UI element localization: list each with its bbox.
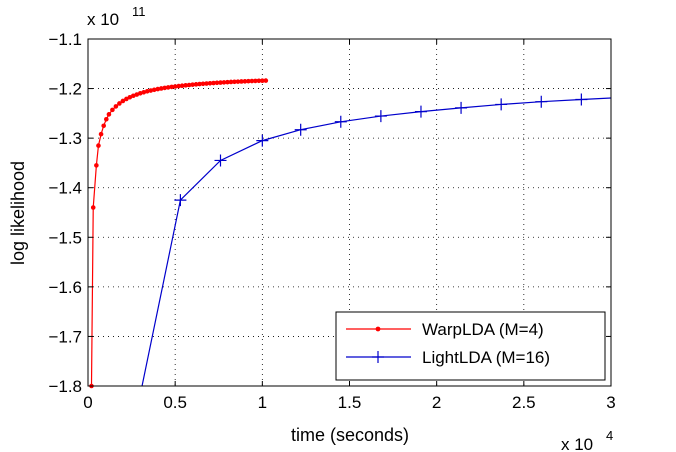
- data-point-lightlda-m-16: [294, 123, 307, 136]
- legend-entry-lightlda: LightLDA (M=16): [346, 348, 550, 367]
- data-point-warplda-m-4: [214, 80, 220, 86]
- axis-ticks: 0 0.5 1 1.5 2 2.5 3 −1.8 −1.7 −1.6 −1.5 −1.4 −1.3 −1.…: [48, 30, 615, 412]
- x-axis-label: time (seconds): [291, 425, 409, 445]
- data-point-warplda-m-4: [98, 131, 104, 137]
- y-tick-label: −1.5: [48, 228, 82, 247]
- data-point-warplda-m-4: [232, 79, 237, 85]
- data-point-warplda-m-4: [235, 79, 241, 84]
- svg-text:4: 4: [606, 428, 613, 443]
- data-point-warplda-m-4: [138, 90, 143, 96]
- data-point-warplda-m-4: [190, 82, 195, 87]
- y-tick-label: −1.4: [48, 179, 82, 198]
- data-point-warplda-m-4: [253, 78, 258, 84]
- data-point-warplda-m-4: [104, 117, 109, 122]
- data-point-warplda-m-4: [165, 85, 171, 90]
- data-point-warplda-m-4: [120, 98, 126, 104]
- svg-text:x 10: x 10: [561, 435, 593, 452]
- data-point-lightlda-m-16: [256, 134, 269, 147]
- data-point-warplda-m-4: [221, 80, 227, 85]
- data-point-lightlda-m-16: [455, 101, 468, 114]
- data-point-warplda-m-4: [172, 84, 178, 89]
- data-point-warplda-m-4: [141, 89, 147, 95]
- data-point-warplda-m-4: [197, 81, 202, 87]
- x-tick-label: 0.5: [163, 393, 187, 412]
- y-tick-label: −1.7: [48, 327, 82, 346]
- data-point-warplda-m-4: [144, 88, 150, 94]
- data-point-warplda-m-4: [148, 88, 154, 93]
- data-point-warplda-m-4: [218, 80, 223, 85]
- data-point-lightlda-m-16: [535, 95, 548, 108]
- y-tick-label: −1.2: [48, 80, 82, 99]
- data-point-warplda-m-4: [117, 101, 122, 106]
- data-point-warplda-m-4: [239, 79, 244, 84]
- data-point-lightlda-m-16: [575, 93, 588, 106]
- plot-series: [89, 78, 612, 389]
- series-line-warplda-m-4: [90, 79, 266, 387]
- data-point-warplda-m-4: [207, 80, 213, 86]
- data-point-warplda-m-4: [249, 78, 255, 84]
- data-point-lightlda-m-16: [174, 194, 187, 207]
- data-point-warplda-m-4: [162, 85, 168, 91]
- data-point-lightlda-m-16: [495, 98, 508, 111]
- data-point-warplda-m-4: [228, 79, 234, 85]
- data-point-warplda-m-4: [225, 79, 230, 85]
- data-point-warplda-m-4: [106, 112, 112, 117]
- legend-label-lightlda: LightLDA (M=16): [422, 348, 550, 367]
- y-tick-label: −1.3: [48, 129, 82, 148]
- x-tick-label: 1.5: [338, 393, 362, 412]
- data-point-warplda-m-4: [186, 82, 192, 88]
- data-point-warplda-m-4: [94, 163, 99, 168]
- data-point-warplda-m-4: [134, 92, 140, 97]
- y-axis-label: log likelihood: [8, 161, 28, 265]
- data-point-warplda-m-4: [131, 93, 136, 99]
- data-point-warplda-m-4: [158, 86, 164, 91]
- x-tick-label: 3: [606, 393, 615, 412]
- data-point-warplda-m-4: [211, 80, 216, 86]
- data-point-warplda-m-4: [96, 143, 101, 148]
- legend-marker-warplda: [375, 326, 381, 332]
- data-point-warplda-m-4: [242, 79, 248, 84]
- data-point-lightlda-m-16: [374, 110, 387, 123]
- legend-marker-lightlda: [372, 351, 384, 363]
- data-point-warplda-m-4: [101, 123, 106, 129]
- x-tick-label: 2: [432, 393, 441, 412]
- data-point-warplda-m-4: [110, 107, 115, 113]
- y-scale-multiplier: x 10 11: [87, 4, 146, 29]
- data-point-warplda-m-4: [246, 78, 251, 84]
- data-point-warplda-m-4: [183, 83, 188, 88]
- data-point-warplda-m-4: [256, 78, 262, 84]
- data-point-warplda-m-4: [260, 78, 265, 83]
- data-point-warplda-m-4: [113, 104, 119, 109]
- data-point-warplda-m-4: [151, 87, 157, 93]
- y-tick-label: −1.1: [48, 30, 82, 49]
- data-point-warplda-m-4: [193, 82, 199, 87]
- data-point-warplda-m-4: [90, 205, 96, 210]
- svg-text:x 10: x 10: [87, 10, 119, 29]
- data-point-lightlda-m-16: [414, 105, 427, 118]
- data-point-warplda-m-4: [200, 81, 206, 87]
- legend-entry-warplda: WarpLDA (M=4): [346, 320, 544, 339]
- legend-label-warplda: WarpLDA (M=4): [422, 320, 544, 339]
- legend: WarpLDA (M=4) LightLDA (M=16): [335, 311, 606, 381]
- data-point-warplda-m-4: [155, 86, 161, 92]
- data-point-lightlda-m-16: [334, 115, 347, 128]
- data-point-warplda-m-4: [124, 96, 129, 102]
- y-tick-label: −1.8: [48, 377, 82, 396]
- data-point-warplda-m-4: [176, 83, 181, 89]
- legend-box: [335, 311, 606, 381]
- data-point-lightlda-m-16: [214, 154, 227, 167]
- svg-text:11: 11: [132, 4, 146, 19]
- data-point-warplda-m-4: [179, 83, 185, 88]
- x-tick-label: 2.5: [512, 393, 536, 412]
- data-point-warplda-m-4: [263, 78, 269, 83]
- data-point-warplda-m-4: [169, 84, 174, 90]
- data-point-warplda-m-4: [127, 94, 133, 100]
- y-tick-label: −1.6: [48, 278, 82, 297]
- data-point-warplda-m-4: [204, 81, 209, 86]
- x-scale-multiplier: x 10 4: [561, 428, 613, 452]
- x-tick-label: 0: [83, 393, 92, 412]
- x-tick-label: 1: [258, 393, 267, 412]
